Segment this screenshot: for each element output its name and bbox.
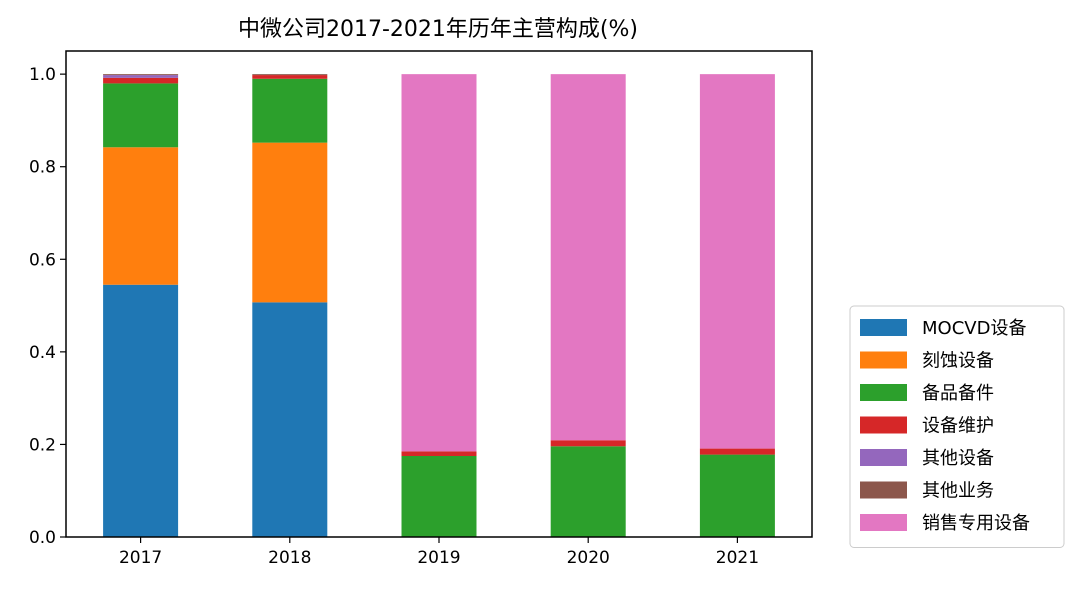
bar-segment-2018-series-5 xyxy=(252,74,328,76)
y-tick-label: 1.0 xyxy=(29,65,56,85)
legend-swatch xyxy=(860,351,907,369)
bar-segment-2019-series-2 xyxy=(401,456,477,537)
legend-swatch xyxy=(860,449,907,466)
legend-label: 其他业务 xyxy=(922,481,994,502)
x-tick-label: 2021 xyxy=(716,548,759,568)
bar-segment-2018-series-0 xyxy=(252,302,328,537)
bar-segment-2021-series-2 xyxy=(699,454,775,537)
bar-segment-2017-series-1 xyxy=(103,147,179,285)
legend-swatch xyxy=(860,514,907,531)
bar-segment-2017-series-5 xyxy=(103,74,179,76)
bar-segment-2017-series-4 xyxy=(103,75,179,78)
bar-segment-2018-series-2 xyxy=(252,78,328,143)
bar-segment-2021-series-6 xyxy=(699,74,775,449)
x-tick-label: 2019 xyxy=(417,548,460,568)
bar-segment-2017-series-3 xyxy=(103,77,179,84)
bar-segment-2019-series-6 xyxy=(401,74,477,452)
y-axis: 0.0 0.2 0.4 0.6 0.8 1.0 xyxy=(29,65,66,548)
bar-segment-2017-series-0 xyxy=(103,284,179,537)
bars-layer xyxy=(103,74,775,537)
x-tick-label: 2020 xyxy=(567,548,610,568)
y-tick-label: 0.4 xyxy=(29,343,56,363)
bar-segment-2018-series-1 xyxy=(252,142,328,303)
y-tick-label: 0.0 xyxy=(29,528,56,548)
chart-title: 中微公司2017-2021年历年主营构成(%) xyxy=(238,17,638,42)
y-tick-label: 0.8 xyxy=(29,158,56,178)
legend-label: MOCVD设备 xyxy=(922,318,1026,339)
legend-swatch xyxy=(860,416,907,434)
x-tick-label: 2018 xyxy=(268,548,311,568)
legend-label: 设备维护 xyxy=(922,416,994,437)
bar-segment-2021-series-3 xyxy=(699,448,775,455)
bar-segment-2020-series-6 xyxy=(550,74,626,441)
x-tick-label: 2017 xyxy=(119,548,162,568)
y-tick-label: 0.2 xyxy=(29,435,56,455)
bar-segment-2018-series-3 xyxy=(252,75,328,79)
bar-segment-2017-series-2 xyxy=(103,83,179,148)
legend-swatch xyxy=(860,319,907,336)
legend-label: 备品备件 xyxy=(922,383,994,404)
legend-label: 销售专用设备 xyxy=(922,513,1030,534)
x-axis: 2017 2018 2019 2020 2021 xyxy=(119,537,759,568)
bar-segment-2020-series-3 xyxy=(550,440,626,447)
legend-label: 其他设备 xyxy=(922,448,994,469)
y-tick-label: 0.6 xyxy=(29,250,56,270)
legend-swatch xyxy=(860,384,907,401)
bar-segment-2020-series-2 xyxy=(550,446,626,537)
bar-segment-2019-series-3 xyxy=(401,451,477,456)
legend-label: 刻蚀设备 xyxy=(922,351,994,372)
legend-swatch xyxy=(860,481,907,499)
